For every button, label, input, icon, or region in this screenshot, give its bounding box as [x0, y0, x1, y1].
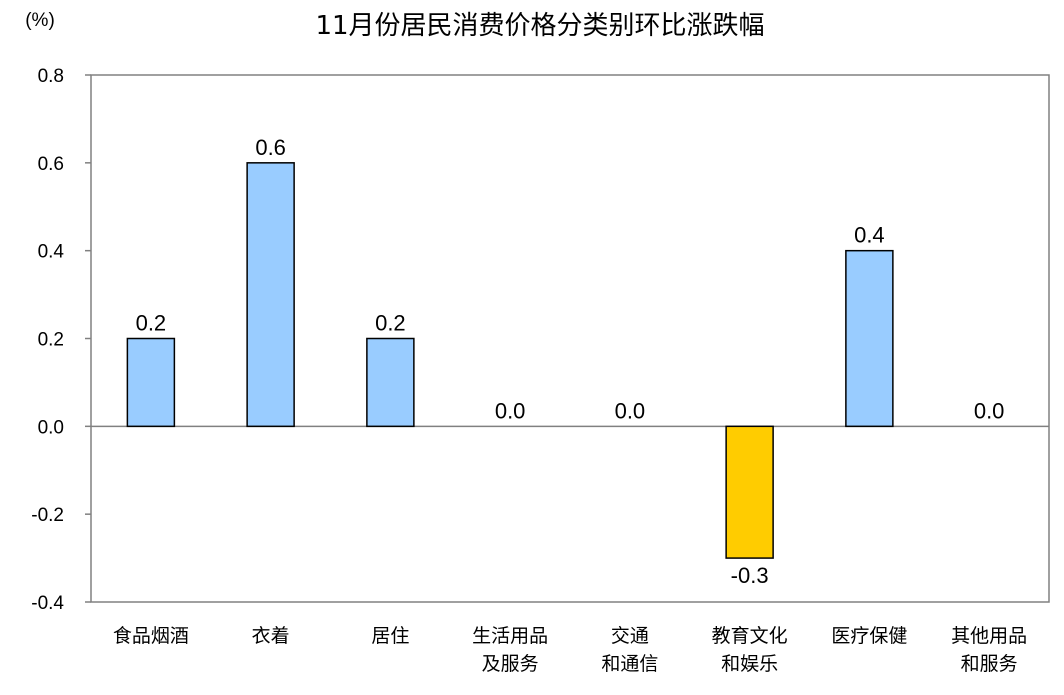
- x-tick-label: 和服务: [961, 653, 1018, 675]
- y-axis: 0.8 0.6 0.4 0.2 0.0 -0.2 -0.4: [31, 66, 1049, 614]
- bar: [246, 162, 295, 428]
- bar: [366, 337, 415, 428]
- data-label: 0.0: [495, 398, 526, 423]
- x-tick-label: 居住: [371, 625, 409, 647]
- y-tick-label: 0.8: [38, 66, 64, 87]
- x-tick-label: 教育文化: [712, 625, 788, 647]
- x-tick-label: 和通信: [601, 653, 658, 675]
- x-tick-label: 及服务: [482, 653, 539, 675]
- data-label: 0.2: [375, 311, 406, 336]
- data-label: 0.0: [615, 398, 646, 423]
- y-tick-label: 0.0: [38, 417, 64, 438]
- y-tick-label: -0.4: [31, 593, 64, 614]
- value-labels: 0.2 0.6 0.2 0.0 0.0 -0.3 0.4 0.0: [136, 135, 1005, 588]
- data-label: 0.0: [974, 398, 1005, 423]
- x-tick-label: 和娱乐: [721, 653, 778, 675]
- y-unit-label: (%): [25, 10, 55, 31]
- x-tick-label: 其他用品: [951, 625, 1027, 647]
- bar: [126, 337, 176, 428]
- chart-title: 11月份居民消费价格分类别环比涨跌幅: [315, 11, 764, 41]
- plot-area-frame: [90, 74, 1050, 603]
- data-label: 0.2: [136, 311, 167, 336]
- bar: [845, 249, 894, 428]
- data-label: 0.6: [255, 135, 286, 160]
- bar: [725, 425, 774, 559]
- y-tick-label: 0.6: [38, 154, 64, 175]
- x-tick-label: 医疗保健: [831, 625, 907, 647]
- x-tick-label: 食品烟酒: [113, 625, 189, 647]
- data-label: 0.4: [854, 223, 885, 248]
- x-tick-label: 交通: [611, 625, 649, 647]
- y-tick-label: 0.4: [38, 242, 65, 263]
- data-label: -0.3: [731, 563, 769, 588]
- x-tick-label: 生活用品: [472, 625, 548, 647]
- y-tick-label: 0.2: [38, 330, 64, 351]
- bars: [126, 162, 894, 559]
- y-tick-label: -0.2: [31, 505, 64, 526]
- x-tick-label: 衣着: [252, 625, 290, 647]
